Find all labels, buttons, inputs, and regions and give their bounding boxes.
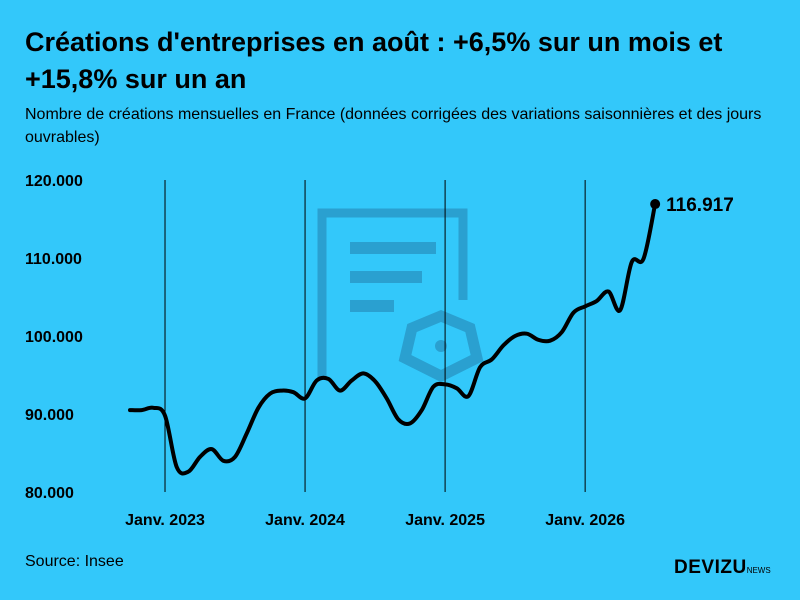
watermark-hexagon-dot [435, 340, 447, 352]
brand-name: DEVIZU [674, 557, 747, 578]
brand-suffix: NEWS [746, 566, 771, 575]
y-tick-label: 100.000 [25, 329, 83, 346]
chart-title: Créations d'entreprises en août : +6,5% … [25, 27, 723, 94]
y-tick-label: 120.000 [25, 173, 83, 190]
watermark-page [317, 208, 468, 377]
chart-subtitle: Nombre de créations mensuelles en France… [25, 106, 762, 146]
x-axis: Janv. 2023 Janv. 2024 Janv. 2025 Janv. 2026 [125, 512, 625, 529]
x-tick-label: Janv. 2023 [125, 512, 205, 529]
x-tick-label: Janv. 2024 [265, 512, 345, 529]
y-axis: 80.000 90.000 100.000 110.000 120.000 [25, 173, 83, 502]
series-layer: 116.917 [128, 195, 734, 476]
brand-logo: DEVIZUNEWS [674, 557, 771, 579]
y-tick-label: 80.000 [25, 485, 74, 502]
y-tick-label: 110.000 [25, 251, 82, 268]
watermark-line [350, 271, 422, 283]
chart-grid [164, 180, 586, 492]
y-tick-label: 90.000 [25, 407, 74, 424]
series-line [128, 202, 658, 476]
x-tick-label: Janv. 2026 [545, 512, 625, 529]
watermark-hexagon [398, 310, 484, 383]
watermark-line [350, 300, 394, 312]
end-point-marker [650, 199, 661, 210]
end-value-label: 116.917 [666, 195, 734, 216]
watermark-line [350, 242, 436, 254]
x-tick-label: Janv. 2025 [405, 512, 485, 529]
document-settings-icon [317, 208, 484, 383]
source-note: Source: Insee [25, 553, 124, 570]
